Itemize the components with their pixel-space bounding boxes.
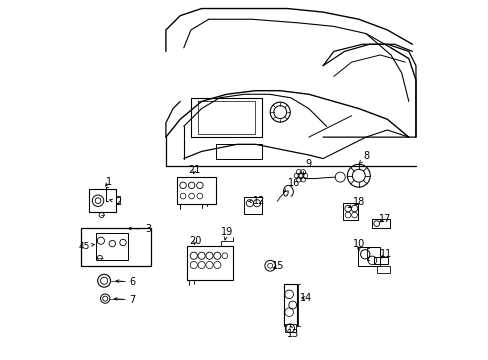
Bar	[81, 228, 150, 266]
Text: 11: 11	[379, 249, 391, 259]
Text: 3: 3	[128, 224, 151, 234]
Text: 9: 9	[303, 159, 311, 175]
Bar	[89, 189, 116, 212]
Text: 2: 2	[109, 197, 122, 207]
Text: 10: 10	[352, 239, 364, 251]
Bar	[116, 196, 120, 203]
Text: 45: 45	[79, 242, 94, 251]
Bar	[176, 177, 216, 204]
Bar	[244, 197, 261, 214]
Text: 16: 16	[284, 178, 299, 192]
Bar	[186, 246, 233, 280]
Text: 14: 14	[299, 293, 311, 303]
Text: 17: 17	[379, 213, 391, 224]
Text: 20: 20	[189, 236, 201, 246]
Text: 19: 19	[220, 227, 232, 240]
Bar	[96, 233, 128, 260]
Text: 1: 1	[105, 177, 112, 187]
Text: 6: 6	[116, 277, 135, 287]
Bar	[343, 203, 357, 220]
Text: 13: 13	[286, 325, 298, 339]
Bar	[372, 219, 389, 228]
Bar	[373, 257, 387, 264]
Text: 21: 21	[188, 165, 200, 175]
Bar	[377, 266, 389, 273]
Text: 8: 8	[358, 151, 369, 164]
Text: 7: 7	[114, 295, 135, 305]
Text: 12: 12	[248, 197, 264, 206]
Text: 15: 15	[271, 261, 284, 271]
Bar	[285, 324, 295, 332]
Text: 18: 18	[347, 197, 365, 208]
